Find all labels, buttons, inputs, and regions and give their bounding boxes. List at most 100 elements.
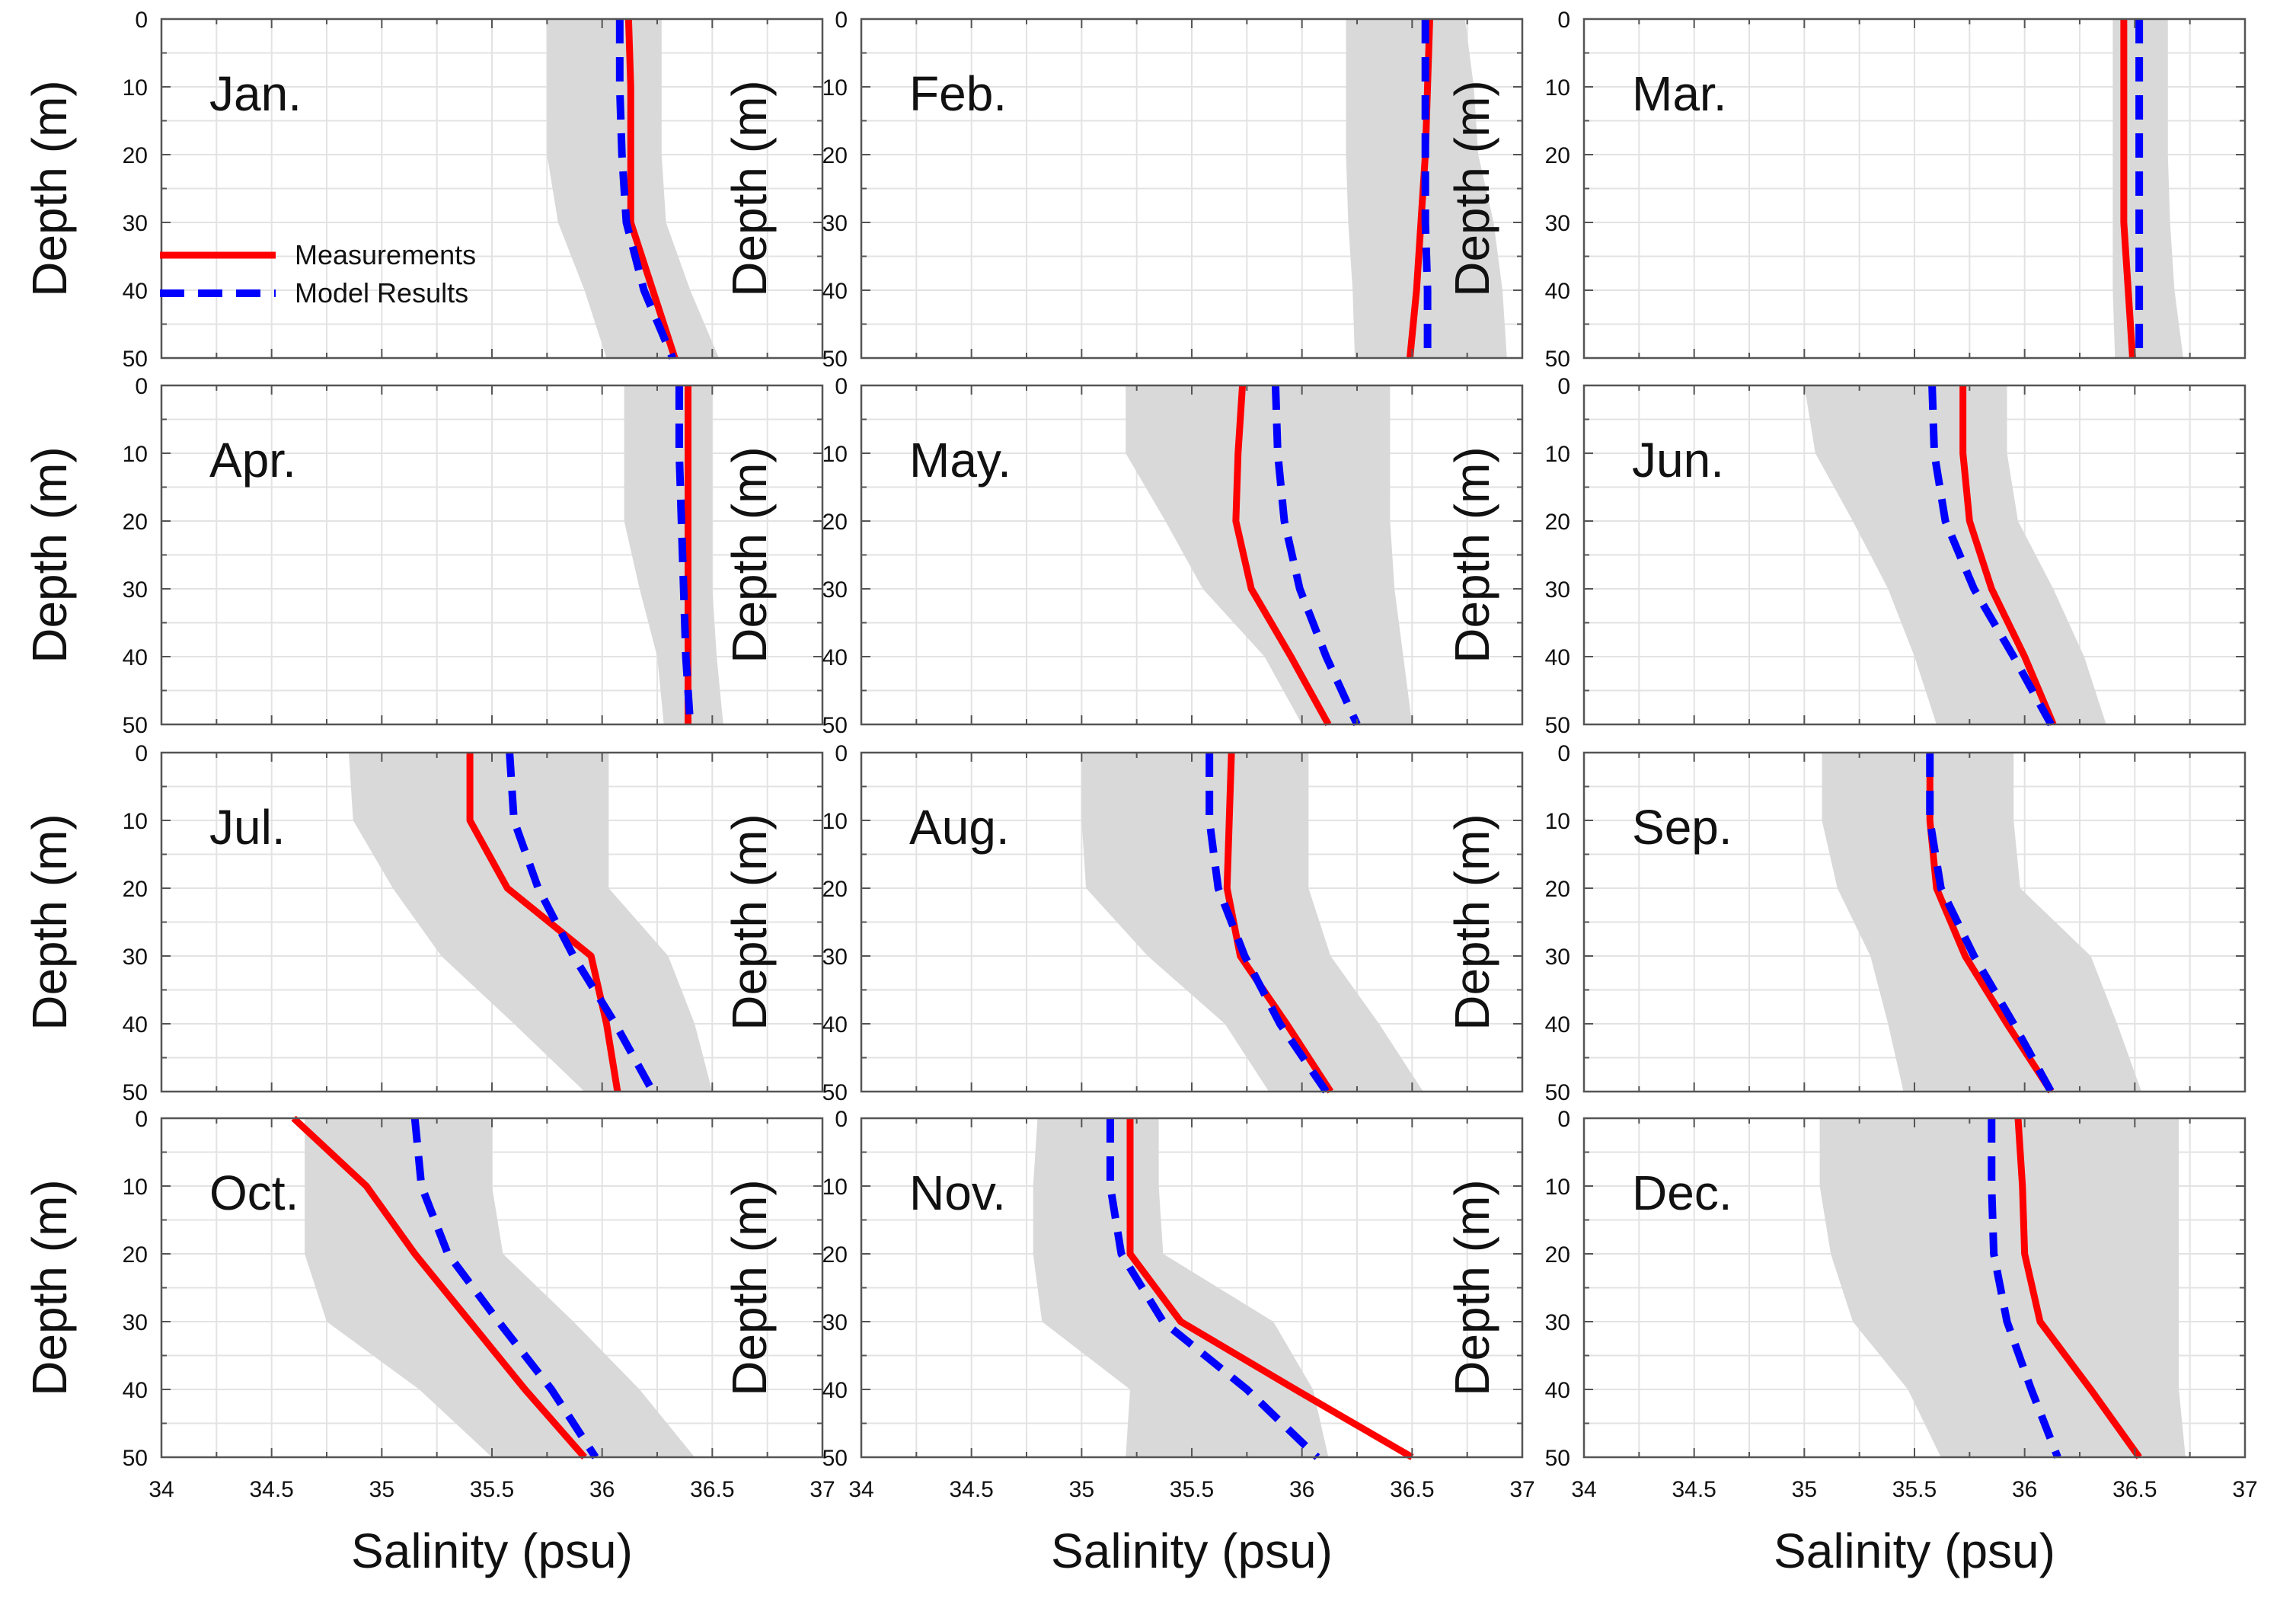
x-tick-label: 35 (1792, 1477, 1817, 1502)
panel-9: 0 10 20 30 40 50 Oct. Depth (m) 34 34.5 35 35.5 36 36… (22, 1107, 835, 1578)
series-model-results-line (506, 752, 656, 1094)
y-tick-label: 0 (1557, 741, 1570, 766)
y-tick-label: 30 (1545, 1310, 1570, 1335)
y-tick-label: 50 (123, 1446, 148, 1471)
series-model-results-line (1271, 385, 1361, 727)
series-model-results-line (1926, 753, 2055, 1094)
y-tick-label: 30 (1545, 577, 1570, 603)
x-tick-label: 34 (1571, 1477, 1596, 1502)
x-tick-label: 36 (2012, 1477, 2037, 1502)
y-tick-label: 40 (822, 279, 848, 304)
x-tick-label: 37 (810, 1477, 835, 1502)
y-tick-label: 20 (1545, 143, 1570, 168)
y-tick-label: 10 (822, 1175, 848, 1200)
y-tick-label: 40 (822, 1012, 848, 1037)
envelope-band (1804, 385, 2106, 724)
y-tick-label: 30 (1545, 945, 1570, 970)
x-tick-label: 35.5 (470, 1477, 514, 1502)
x-tick-label: 35.5 (1892, 1477, 1937, 1502)
x-axis-label: Salinity (psu) (1051, 1523, 1333, 1578)
y-tick-label: 0 (1557, 374, 1570, 399)
y-tick-label: 40 (1545, 1012, 1570, 1037)
y-tick-label: 0 (1557, 8, 1570, 33)
y-axis-label: Depth (m) (1445, 814, 1499, 1031)
y-tick-label: 40 (822, 1378, 848, 1403)
y-tick-label: 0 (135, 741, 148, 766)
panel-10: 0 10 20 30 40 50 Nov. Depth (m) 34 34.5 35 35.5 36 36… (722, 1107, 1535, 1578)
y-tick-label: 30 (123, 1310, 148, 1335)
y-tick-label: 0 (835, 741, 848, 766)
panel-title: Feb. (909, 66, 1007, 121)
y-tick-label: 10 (123, 442, 148, 467)
panel-title: May. (909, 433, 1011, 488)
y-tick-label: 20 (822, 510, 848, 535)
y-axis-label: Depth (m) (1445, 446, 1499, 663)
y-tick-label: 0 (835, 1107, 848, 1132)
y-tick-label: 0 (135, 374, 148, 399)
series-model-results-line (1988, 1118, 2061, 1459)
series-measurements-line (1126, 1118, 1414, 1460)
series-measurements-line (624, 18, 679, 360)
y-tick-label: 20 (1545, 1242, 1570, 1268)
x-tick-label: 34 (848, 1477, 873, 1502)
legend: Measurements Model Results (160, 239, 476, 309)
y-tick-label: 40 (822, 645, 848, 670)
y-axis-label: Depth (m) (22, 80, 77, 297)
y-tick-label: 30 (822, 577, 848, 603)
y-tick-label: 50 (822, 1446, 848, 1471)
x-axis-label: Salinity (psu) (1774, 1523, 2055, 1578)
y-tick-label: 40 (123, 279, 148, 304)
y-tick-label: 40 (1545, 1378, 1570, 1403)
series-model-results-line (1421, 19, 1432, 358)
y-tick-label: 40 (123, 645, 148, 670)
y-tick-label: 40 (1545, 645, 1570, 670)
x-tick-label: 35.5 (1170, 1477, 1214, 1502)
x-axis-label: Salinity (psu) (351, 1523, 633, 1578)
y-tick-label: 0 (1557, 1107, 1570, 1132)
panel-title: Nov. (909, 1165, 1006, 1220)
y-tick-label: 20 (1545, 510, 1570, 535)
y-tick-label: 50 (123, 713, 148, 738)
panel-8: 0 10 20 30 40 50 Sep. Depth (m) (1445, 741, 2247, 1105)
envelope-band (1126, 385, 1413, 724)
series-model-results-line (410, 1117, 599, 1460)
panel-1: 0 10 20 30 40 50 Feb. Depth (m) (722, 8, 1524, 372)
envelope-band (1822, 753, 2142, 1092)
panel-3: 0 10 20 30 40 50 Apr. Depth (m) (22, 374, 824, 738)
x-tick-label: 36 (589, 1477, 615, 1502)
y-tick-label: 20 (123, 143, 148, 168)
envelope-band (1081, 753, 1423, 1092)
series-measurements-line (2120, 19, 2136, 359)
x-tick-label: 34 (148, 1477, 174, 1502)
series-measurements-line (2014, 1117, 2142, 1460)
y-tick-label: 0 (835, 8, 848, 33)
panel-title: Oct. (209, 1165, 299, 1220)
x-tick-label: 36.5 (1390, 1477, 1434, 1502)
panel-2: 0 10 20 30 40 50 Mar. Depth (m) (1445, 8, 2247, 372)
y-tick-label: 40 (123, 1012, 148, 1037)
panel-11: 0 10 20 30 40 50 Dec. Depth (m) 34 34.5 35 35.5 36 36… (1445, 1107, 2258, 1578)
y-axis-label: Depth (m) (722, 446, 777, 663)
panel-title: Jun. (1632, 433, 1724, 488)
y-axis-label: Depth (m) (22, 814, 77, 1031)
y-tick-label: 20 (1545, 877, 1570, 902)
y-tick-label: 50 (822, 1080, 848, 1105)
y-tick-label: 10 (822, 442, 848, 467)
panel-title: Aug. (909, 800, 1010, 855)
y-tick-label: 40 (1545, 279, 1570, 304)
y-tick-label: 10 (1545, 809, 1570, 834)
y-tick-label: 50 (1545, 713, 1570, 738)
x-tick-label: 36.5 (690, 1477, 734, 1502)
x-tick-label: 36.5 (2112, 1477, 2157, 1502)
series-model-results-line (615, 19, 676, 360)
y-tick-label: 30 (123, 945, 148, 970)
series-model-results-line (1205, 753, 1330, 1094)
y-tick-label: 30 (822, 945, 848, 970)
panel-title: Jul. (209, 800, 286, 855)
envelope-band (348, 753, 713, 1092)
x-tick-label: 34.5 (949, 1477, 993, 1502)
series-measurements-line (291, 1115, 587, 1460)
y-tick-label: 10 (123, 1175, 148, 1200)
